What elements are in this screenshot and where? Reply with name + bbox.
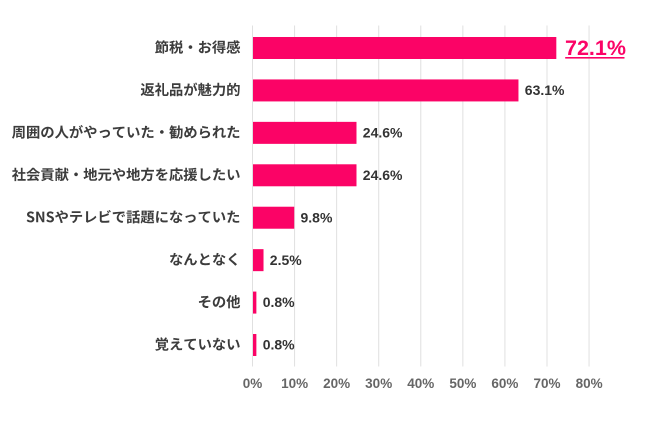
svg-text:70%: 70% <box>533 376 560 391</box>
svg-text:24.6%: 24.6% <box>363 125 403 141</box>
svg-text:50%: 50% <box>449 376 476 391</box>
svg-text:0.8%: 0.8% <box>263 294 295 310</box>
svg-text:2.5%: 2.5% <box>270 252 302 268</box>
svg-text:63.1%: 63.1% <box>525 82 565 98</box>
svg-text:0.8%: 0.8% <box>263 337 295 353</box>
svg-text:10%: 10% <box>281 376 308 391</box>
svg-text:0%: 0% <box>243 376 263 391</box>
svg-text:80%: 80% <box>576 376 603 391</box>
svg-text:20%: 20% <box>323 376 350 391</box>
svg-text:9.8%: 9.8% <box>301 209 333 225</box>
svg-text:60%: 60% <box>491 376 518 391</box>
svg-text:30%: 30% <box>365 376 392 391</box>
svg-text:72.1%: 72.1% <box>565 36 626 60</box>
svg-text:40%: 40% <box>407 376 434 391</box>
svg-text:24.6%: 24.6% <box>363 167 403 183</box>
